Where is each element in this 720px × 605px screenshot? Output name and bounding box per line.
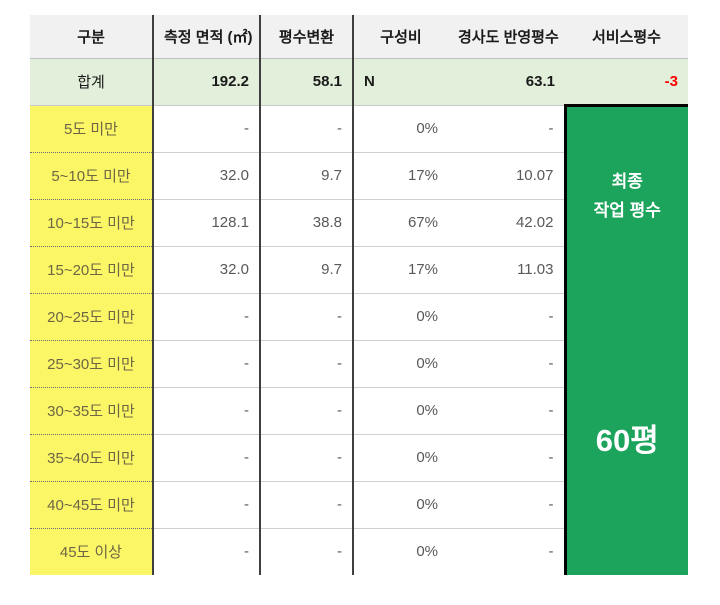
slope-pyeong-cell[interactable]: 42.02	[448, 199, 565, 247]
category-cell[interactable]: 45도 이상	[30, 528, 154, 575]
final-box-title-line1: 최종	[611, 171, 643, 191]
composition-cell[interactable]: 0%	[353, 105, 448, 153]
total-slope-pyeong-cell[interactable]: 63.1	[448, 58, 565, 106]
total-composition-cell[interactable]: N	[353, 58, 448, 106]
table-row: 15~20도 미만 32.0 9.7 17% 11.03	[30, 246, 688, 294]
area-cell[interactable]: 32.0	[153, 246, 261, 294]
category-cell[interactable]: 5~10도 미만	[30, 152, 154, 200]
table-row: 35~40도 미만 - - 0% -	[30, 434, 688, 482]
table-row: 45도 이상 - - 0% -	[30, 528, 688, 575]
composition-cell[interactable]: 0%	[353, 434, 448, 482]
area-cell[interactable]: 32.0	[153, 152, 261, 200]
slope-area-table: 구분 측정 면적 (㎡) 평수변환 구성비 경사도 반영평수 서비스평수 합계 …	[30, 15, 688, 575]
header-measured-area[interactable]: 측정 면적 (㎡)	[153, 15, 261, 59]
category-cell[interactable]: 10~15도 미만	[30, 199, 154, 247]
slope-pyeong-cell[interactable]: -	[448, 434, 565, 482]
header-pyeong-convert[interactable]: 평수변환	[260, 15, 354, 59]
pyeong-cell[interactable]: -	[260, 293, 354, 341]
slope-pyeong-cell[interactable]: -	[448, 387, 565, 435]
pyeong-cell[interactable]: 38.8	[260, 199, 354, 247]
table-row: 40~45도 미만 - - 0% -	[30, 481, 688, 529]
final-box-title-line2: 작업 평수	[593, 200, 661, 220]
pyeong-cell[interactable]: -	[260, 340, 354, 388]
total-label-cell[interactable]: 합계	[30, 58, 154, 106]
composition-cell[interactable]: 0%	[353, 293, 448, 341]
area-cell[interactable]: 128.1	[153, 199, 261, 247]
category-cell[interactable]: 25~30도 미만	[30, 340, 154, 388]
table-row: 5~10도 미만 32.0 9.7 17% 10.07	[30, 152, 688, 200]
total-service-pyeong-cell[interactable]: -3	[565, 58, 688, 106]
slope-pyeong-cell[interactable]: -	[448, 105, 565, 153]
table-row: 25~30도 미만 - - 0% -	[30, 340, 688, 388]
area-cell[interactable]: -	[153, 481, 261, 529]
category-cell[interactable]: 35~40도 미만	[30, 434, 154, 482]
total-row: 합계 192.2 58.1 N 63.1 -3	[30, 58, 688, 106]
category-cell[interactable]: 5도 미만	[30, 105, 154, 153]
area-cell[interactable]: -	[153, 387, 261, 435]
category-cell[interactable]: 20~25도 미만	[30, 293, 154, 341]
composition-cell[interactable]: 67%	[353, 199, 448, 247]
header-category[interactable]: 구분	[30, 15, 154, 59]
table-row: 30~35도 미만 - - 0% -	[30, 387, 688, 435]
pyeong-cell[interactable]: 9.7	[260, 152, 354, 200]
slope-pyeong-cell[interactable]: -	[448, 481, 565, 529]
category-cell[interactable]: 15~20도 미만	[30, 246, 154, 294]
slope-pyeong-cell[interactable]: -	[448, 340, 565, 388]
category-cell[interactable]: 30~35도 미만	[30, 387, 154, 435]
pyeong-cell[interactable]: -	[260, 387, 354, 435]
final-box-title: 최종 작업 평수	[567, 167, 689, 225]
area-cell[interactable]: -	[153, 105, 261, 153]
category-cell[interactable]: 40~45도 미만	[30, 481, 154, 529]
area-cell[interactable]: -	[153, 528, 261, 575]
total-pyeong-cell[interactable]: 58.1	[260, 58, 354, 106]
pyeong-cell[interactable]: -	[260, 434, 354, 482]
pyeong-cell[interactable]: -	[260, 481, 354, 529]
header-slope-pyeong[interactable]: 경사도 반영평수	[448, 15, 565, 59]
table-row: 20~25도 미만 - - 0% -	[30, 293, 688, 341]
slope-pyeong-cell[interactable]: 11.03	[448, 246, 565, 294]
area-cell[interactable]: -	[153, 340, 261, 388]
area-cell[interactable]: -	[153, 293, 261, 341]
area-cell[interactable]: -	[153, 434, 261, 482]
composition-cell[interactable]: 0%	[353, 340, 448, 388]
final-pyeong-value: 60평	[595, 422, 659, 458]
slope-pyeong-cell[interactable]: -	[448, 293, 565, 341]
composition-cell[interactable]: 0%	[353, 481, 448, 529]
pyeong-cell[interactable]: -	[260, 528, 354, 575]
composition-cell[interactable]: 17%	[353, 152, 448, 200]
pyeong-cell[interactable]: -	[260, 105, 354, 153]
table-row: 5도 미만 - - 0% - 최종 작업 평수 60평	[30, 103, 688, 575]
header-service-pyeong[interactable]: 서비스평수	[565, 15, 688, 59]
total-area-cell[interactable]: 192.2	[153, 58, 261, 106]
header-row: 구분 측정 면적 (㎡) 평수변환 구성비 경사도 반영평수 서비스평수	[30, 15, 688, 59]
composition-cell[interactable]: 17%	[353, 246, 448, 294]
composition-cell[interactable]: 0%	[353, 528, 448, 575]
pyeong-cell[interactable]: 9.7	[260, 246, 354, 294]
table-row: 10~15도 미만 128.1 38.8 67% 42.02	[30, 199, 688, 247]
slope-pyeong-cell[interactable]: 10.07	[448, 152, 565, 200]
header-composition[interactable]: 구성비	[353, 15, 448, 59]
final-pyeong-cell[interactable]: 최종 작업 평수 60평	[563, 103, 689, 575]
slope-pyeong-cell[interactable]: -	[448, 528, 565, 575]
composition-cell[interactable]: 0%	[353, 387, 448, 435]
